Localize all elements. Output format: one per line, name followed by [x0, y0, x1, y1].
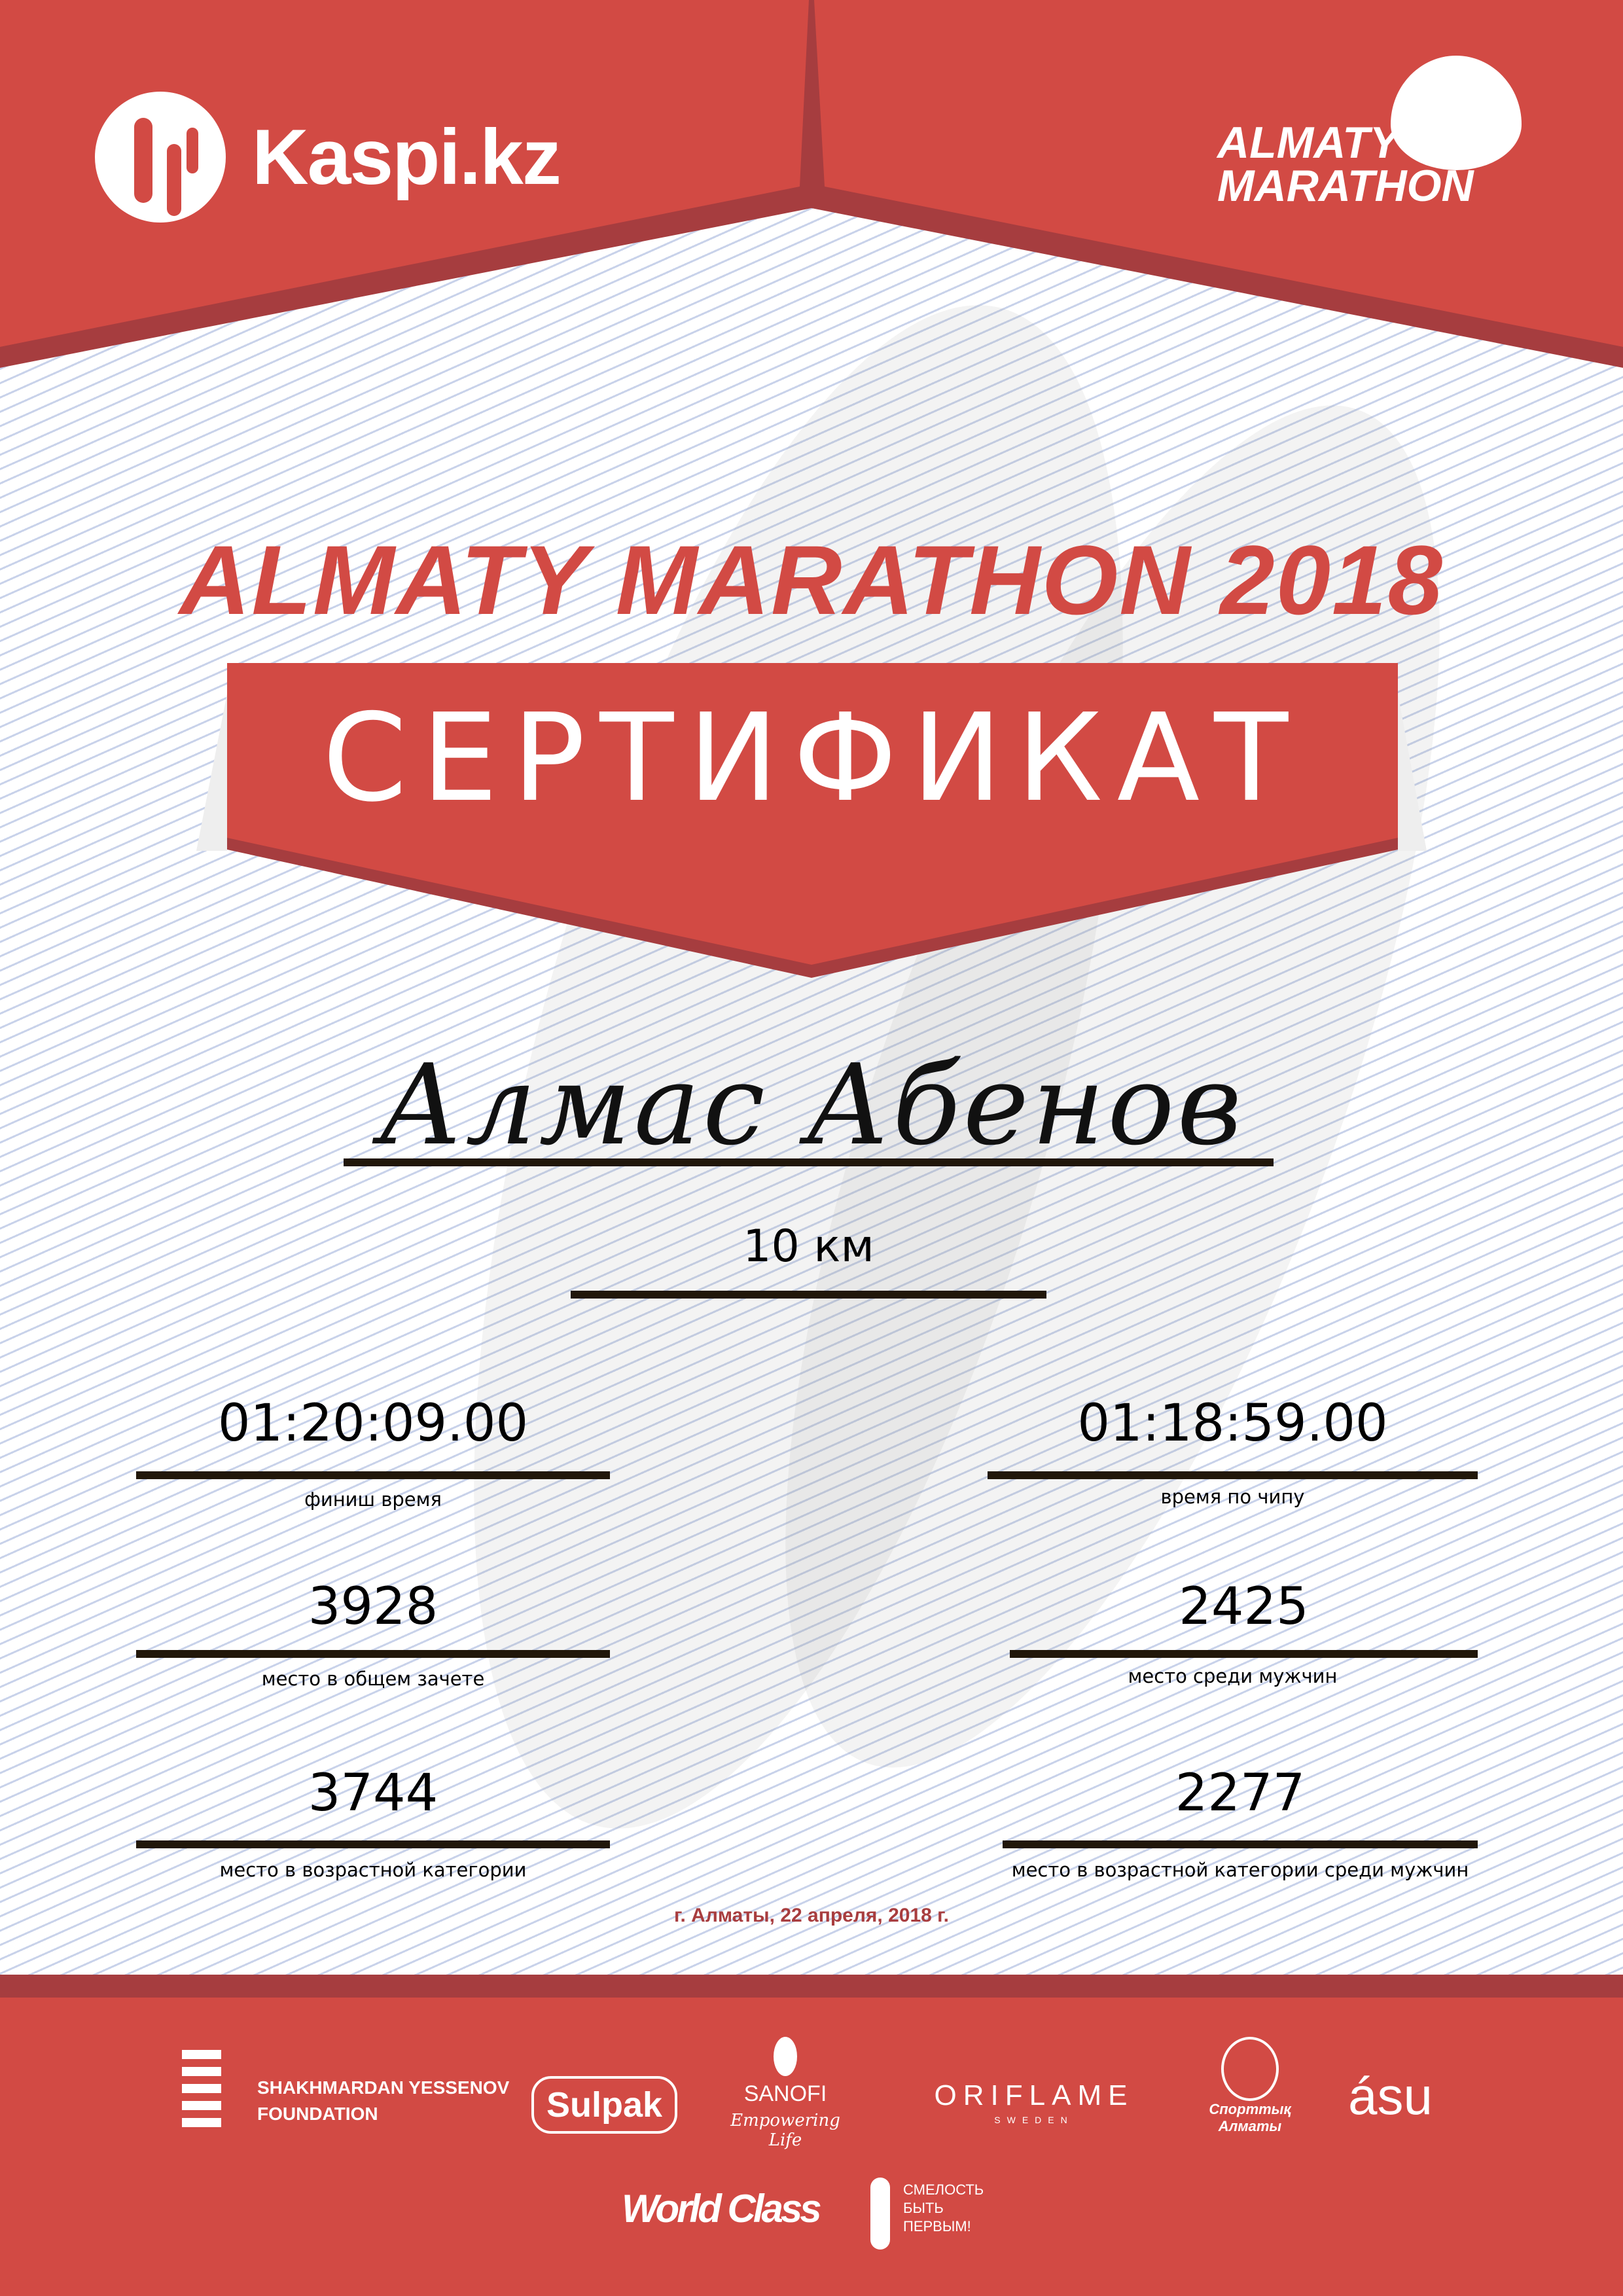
finish-time-value: 01:20:09.00 [217, 1394, 529, 1453]
header-ribbon [0, 0, 1623, 368]
rule [1010, 1650, 1478, 1658]
sponsors-footer: SHAKHMARDAN YESSENOV FOUNDATION Sulpak S… [0, 1998, 1623, 2296]
footer-band [0, 1975, 1623, 2001]
sport-almaty-logo: Спорттық Алматы [1198, 2037, 1302, 2135]
date-place: г. Алматы, 22 апреля, 2018 г. [674, 1905, 949, 1926]
world-class-logo: World Class [622, 2187, 822, 2231]
certificate-heading: СЕРТИФИКАТ [322, 687, 1303, 829]
rule [136, 1840, 610, 1848]
kaspi-people-icon [95, 92, 226, 223]
sulpak-logo: Sulpak [531, 2076, 677, 2134]
overall-place-value: 3928 [308, 1577, 438, 1636]
men-age-place-value: 2277 [1175, 1764, 1306, 1823]
distance-underline [571, 1291, 1046, 1299]
men-place-label: место среди мужчин [1128, 1665, 1338, 1687]
yessenov-bars-icon [182, 2050, 221, 2128]
event-title: ALMATY MARATHON 2018 [179, 525, 1444, 635]
overall-place-label: место в общем зачете [261, 1668, 485, 1690]
almaty-marathon-logo: ALMATY MARATHON [1217, 56, 1522, 213]
age-place-value: 3744 [308, 1764, 438, 1823]
men-age-place-label: место в возрастной категории среди мужчи… [1011, 1859, 1469, 1881]
age-place-label: место в возрастной категории [219, 1859, 527, 1881]
kaspi-logo: Kaspi.kz [95, 92, 562, 223]
sanofi-bird-icon [774, 2037, 797, 2076]
sport-emblem-icon [1221, 2037, 1279, 2101]
participant-name: Алмас Абенов [378, 1041, 1245, 1170]
oriflame-logo: ORIFLAME SWEDEN [934, 2079, 1134, 2125]
men-place-value: 2425 [1179, 1577, 1309, 1636]
certificate-banner [196, 663, 1427, 978]
asu-logo: ásu [1348, 2067, 1433, 2125]
chip-time-value: 01:18:59.00 [1077, 1394, 1388, 1453]
rule [136, 1471, 610, 1479]
sanofi-logo: SANOFI Empowering Life [720, 2037, 851, 2150]
runner-icon [1391, 56, 1522, 170]
rule [988, 1471, 1478, 1479]
fund-person-icon [870, 2178, 890, 2250]
chip-time-label: время по чипу [1160, 1486, 1305, 1508]
finish-time-label: финиш время [304, 1488, 442, 1511]
distance: 10 км [743, 1221, 874, 1272]
name-underline [344, 1158, 1274, 1166]
rule [1003, 1840, 1478, 1848]
rule [136, 1650, 610, 1658]
